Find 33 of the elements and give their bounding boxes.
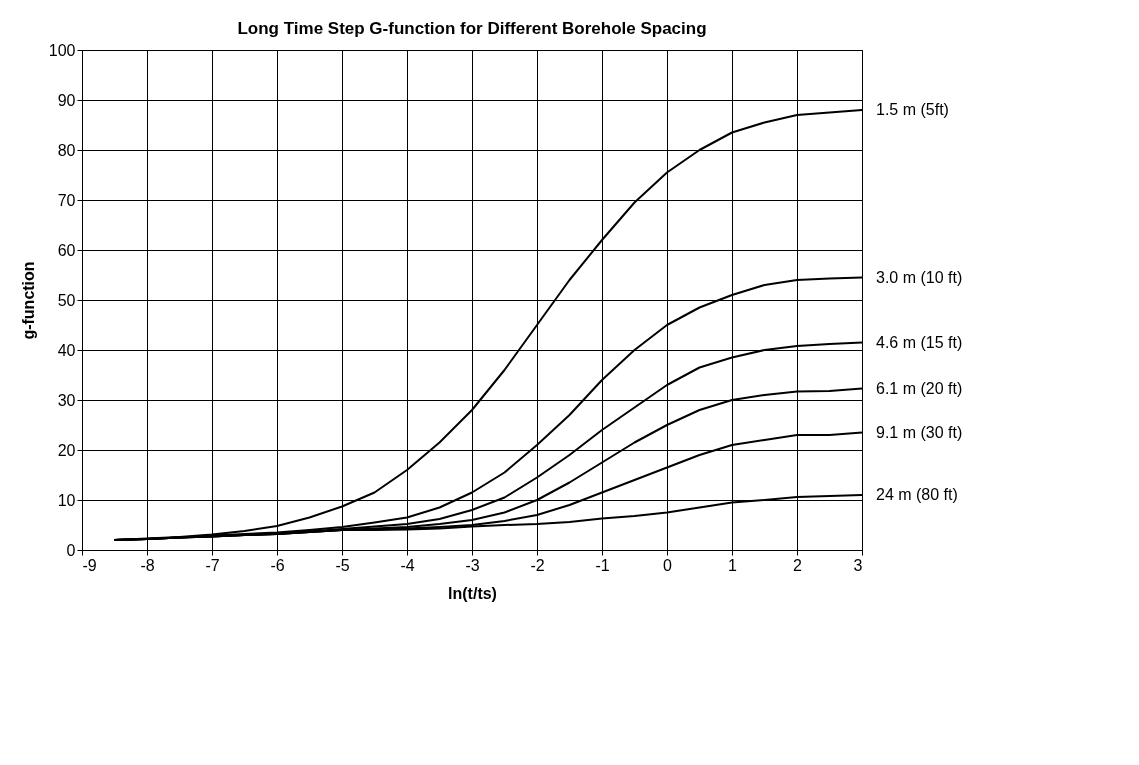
y-tick-label: 0: [66, 541, 76, 559]
series-label: 6.1 m (20 ft): [876, 379, 963, 397]
y-axis-title: g-function: [19, 261, 37, 340]
series-label: 3.0 m (10 ft): [876, 268, 963, 286]
series-label: 9.1 m (30 ft): [876, 423, 963, 441]
x-tick-label: -2: [530, 556, 545, 574]
x-tick-label: -6: [270, 556, 285, 574]
x-tick-label: -9: [82, 556, 97, 574]
y-tick-label: 80: [57, 141, 76, 159]
y-tick-label: 40: [57, 341, 76, 359]
x-tick-label: 3: [853, 556, 863, 574]
x-axis-title: ln(t/ts): [448, 584, 497, 602]
x-tick-label: 0: [663, 556, 673, 574]
y-tick-label: 30: [57, 391, 76, 409]
series-label: 4.6 m (15 ft): [876, 333, 963, 351]
y-tick-label: 70: [57, 191, 76, 209]
x-tick-label: 1: [728, 556, 738, 574]
x-tick-label: -7: [205, 556, 220, 574]
x-tick-label: -8: [140, 556, 155, 574]
y-tick-label: 90: [57, 91, 76, 109]
x-tick-label: -4: [400, 556, 415, 574]
y-tick-label: 60: [57, 241, 76, 259]
y-tick-label: 10: [57, 491, 76, 509]
series-label: 1.5 m (5ft): [876, 101, 949, 118]
x-tick-label: -3: [465, 556, 480, 574]
x-tick-label: -1: [595, 556, 610, 574]
chart-title: Long Time Step G-function for Different Borehole Spacing: [237, 19, 707, 38]
y-tick-label: 50: [57, 291, 76, 309]
y-tick-label: 100: [48, 41, 76, 59]
series-label: 24 m (80 ft): [876, 486, 958, 503]
x-tick-label: 2: [793, 556, 803, 574]
y-tick-label: 20: [57, 441, 76, 459]
x-tick-label: -5: [335, 556, 350, 574]
